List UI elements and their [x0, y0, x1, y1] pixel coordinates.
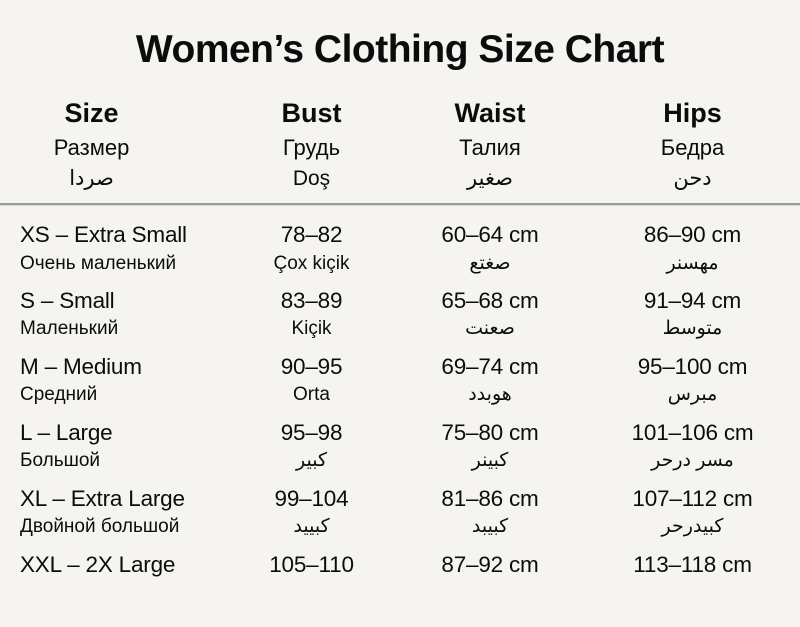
- table-row-m: M – Medium Средний 90–95 Orta 69–74 cm ه…: [0, 347, 800, 413]
- bust-cell: 83–89 Kiçik: [228, 287, 395, 341]
- bust-cell: 99–104 كبييد: [228, 485, 395, 539]
- hips-translation: مبرس: [667, 384, 718, 406]
- size-translation: Средний: [20, 384, 98, 406]
- waist-value: 65–68 cm: [441, 288, 539, 314]
- bust-value: 99–104: [274, 486, 349, 512]
- column-header-waist: Waist Талия صغير: [395, 98, 585, 191]
- column-label-ru: Бедра: [660, 135, 725, 161]
- bust-translation: Kiçik: [291, 318, 332, 340]
- column-label-ar: صردا: [69, 167, 114, 191]
- size-cell: L – Large Большой: [0, 419, 228, 473]
- bust-value: 83–89: [280, 288, 343, 314]
- hips-translation: كبيدرحر: [661, 516, 724, 538]
- hips-value: 86–90 cm: [643, 222, 742, 248]
- bust-cell: 90–95 Orta: [228, 353, 395, 407]
- waist-translation: كبينر: [471, 450, 509, 472]
- hips-cell: 95–100 cm مبرس: [585, 353, 800, 407]
- bust-value: 95–98: [280, 420, 343, 446]
- waist-cell: 69–74 cm هوبدد: [395, 353, 585, 407]
- column-header-bust: Bust Грудь Doş: [228, 98, 395, 191]
- table-row-s: S – Small Маленький 83–89 Kiçik 65–68 cm…: [0, 281, 800, 347]
- size-value: XL – Extra Large: [20, 486, 185, 512]
- bust-cell: 78–82 Çox kiçik: [228, 221, 395, 275]
- hips-value: 107–112 cm: [632, 486, 753, 512]
- bust-value: 78–82: [280, 222, 343, 248]
- column-label-ar: دحن: [673, 167, 712, 191]
- waist-value: 60–64 cm: [441, 222, 539, 248]
- size-cell: S – Small Маленький: [0, 287, 228, 341]
- bust-value: 90–95: [280, 354, 343, 380]
- hips-value: 101–106 cm: [631, 420, 754, 446]
- hips-translation: مسر درحر: [651, 450, 734, 472]
- waist-translation: صعنت: [465, 318, 515, 340]
- column-label-en: Bust: [281, 98, 342, 128]
- table-row-xs: XS – Extra Small Очень маленький 78–82 Ç…: [0, 215, 800, 281]
- table-body: XS – Extra Small Очень маленький 78–82 Ç…: [0, 215, 800, 588]
- column-label-en: Waist: [454, 98, 526, 128]
- page-title: Women’s Clothing Size Chart: [135, 28, 665, 71]
- size-translation: Двойной большой: [20, 516, 180, 538]
- bust-translation: Çox kiçik: [273, 252, 350, 274]
- hips-cell: 107–112 cm كبيدرحر: [585, 485, 800, 539]
- bust-cell: 105–110: [228, 551, 395, 582]
- hips-cell: 113–118 cm: [585, 551, 800, 582]
- column-header-size: Size Размер صردا: [0, 98, 228, 191]
- waist-cell: 87–92 cm: [395, 551, 585, 582]
- waist-translation: هوبدد: [468, 384, 512, 406]
- size-chart-page: Women’s Clothing Size Chart Size Размер …: [0, 28, 800, 627]
- bust-cell: 95–98 كبير: [228, 419, 395, 473]
- size-translation: Очень маленький: [20, 252, 177, 274]
- hips-value: 95–100 cm: [637, 354, 748, 380]
- waist-translation: كبيبد: [471, 516, 509, 538]
- column-label-en: Size: [64, 98, 119, 128]
- size-cell: XXL – 2X Large: [0, 551, 228, 582]
- waist-cell: 60–64 cm صغتع: [395, 221, 585, 275]
- hips-translation: متوسط: [662, 318, 723, 340]
- bust-translation: Orta: [293, 384, 330, 406]
- waist-value: 69–74 cm: [441, 354, 539, 380]
- waist-value: 87–92 cm: [441, 552, 539, 578]
- size-cell: M – Medium Средний: [0, 353, 228, 407]
- hips-cell: 91–94 cm متوسط: [585, 287, 800, 341]
- bust-translation: كبير: [296, 450, 327, 472]
- column-header-hips: Hips Бедра دحن: [585, 98, 800, 191]
- column-label-ar: صغير: [467, 167, 513, 191]
- waist-cell: 75–80 cm كبينر: [395, 419, 585, 473]
- hips-value: 113–118 cm: [633, 552, 752, 578]
- waist-cell: 65–68 cm صعنت: [395, 287, 585, 341]
- size-value: L – Large: [20, 420, 113, 446]
- table-header: Size Размер صردا Bust Грудь Doş Waist Та…: [0, 98, 800, 191]
- waist-value: 75–80 cm: [441, 420, 539, 446]
- size-value: S – Small: [20, 288, 115, 314]
- column-label-en: Hips: [663, 98, 722, 128]
- hips-translation: مهسنر: [666, 252, 719, 274]
- header-divider: [0, 203, 800, 207]
- bust-value: 105–110: [269, 552, 354, 578]
- column-label-ru: Размер: [53, 135, 130, 161]
- waist-translation: صغتع: [469, 252, 511, 274]
- column-label-ru: Талия: [459, 135, 521, 161]
- size-translation: Маленький: [20, 318, 119, 340]
- size-translation: Большой: [20, 450, 101, 472]
- table-row-xxl: XXL – 2X Large 105–110 87–92 cm 113–118 …: [0, 545, 800, 588]
- size-value: XXL – 2X Large: [20, 552, 176, 578]
- table-row-xl: XL – Extra Large Двойной большой 99–104 …: [0, 479, 800, 545]
- hips-cell: 101–106 cm مسر درحر: [585, 419, 800, 473]
- waist-cell: 81–86 cm كبيبد: [395, 485, 585, 539]
- hips-cell: 86–90 cm مهسنر: [585, 221, 800, 275]
- waist-value: 81–86 cm: [441, 486, 539, 512]
- table-row-l: L – Large Большой 95–98 كبير 75–80 cm كب…: [0, 413, 800, 479]
- size-cell: XS – Extra Small Очень маленький: [0, 221, 228, 275]
- column-label-ru: Грудь: [282, 135, 341, 161]
- size-cell: XL – Extra Large Двойной большой: [0, 485, 228, 539]
- column-label-az: Doş: [292, 167, 331, 191]
- bust-translation: كبييد: [293, 516, 330, 538]
- hips-value: 91–94 cm: [643, 288, 742, 314]
- size-value: M – Medium: [20, 354, 142, 380]
- size-value: XS – Extra Small: [20, 222, 187, 248]
